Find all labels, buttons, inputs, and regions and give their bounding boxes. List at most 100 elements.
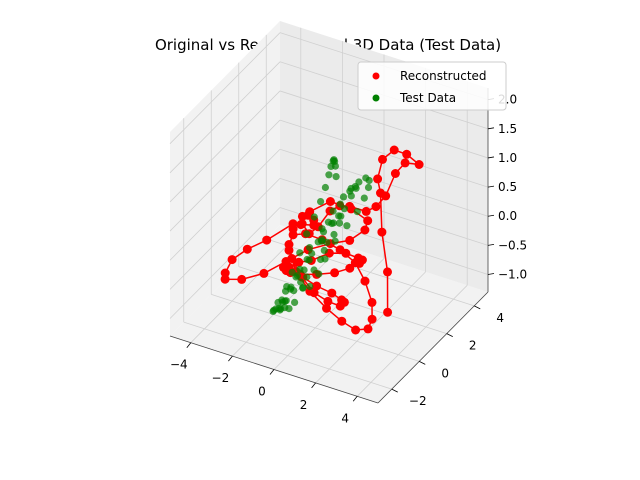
point-test-data: [310, 266, 318, 274]
point-test-data: [300, 266, 308, 274]
x-tick-mark: [311, 382, 316, 389]
z-tick-mark: [487, 127, 495, 130]
point-reconstructed: [363, 324, 373, 334]
grid-y-floor-1: [211, 293, 420, 362]
point-test-data: [319, 228, 328, 236]
point-reconstructed: [402, 149, 412, 159]
legend-marker-reconstructed: [372, 72, 380, 80]
point-reconstructed: [377, 227, 387, 237]
z-tick-label: −0.5: [498, 238, 527, 252]
grid-x-floor-0: [190, 231, 302, 343]
point-test-data: [321, 183, 329, 192]
point-test-data: [327, 162, 335, 170]
y-tick-mark: [446, 333, 453, 337]
point-reconstructed: [242, 244, 252, 254]
point-reconstructed: [284, 240, 294, 249]
point-test-data: [323, 238, 331, 246]
grid-z-left-2: [169, 148, 281, 261]
point-test-data: [325, 171, 333, 179]
plot-area: [220, 145, 424, 335]
point-test-data: [274, 298, 282, 307]
point-reconstructed: [355, 258, 364, 268]
point-reconstructed: [330, 268, 340, 278]
x-tick-label: 0: [258, 385, 266, 399]
grid-y-floor-0: [183, 321, 392, 390]
point-test-data: [308, 249, 316, 258]
point-reconstructed: [325, 197, 335, 206]
y-tick-label: 4: [496, 311, 504, 325]
grid-z-left-1: [169, 178, 281, 290]
point-reconstructed: [309, 220, 319, 230]
point-test-data: [353, 208, 361, 216]
point-test-data: [347, 184, 355, 193]
point-reconstructed: [220, 274, 230, 284]
point-reconstructed: [237, 274, 247, 284]
point-reconstructed: [288, 230, 298, 240]
point-test-data: [296, 249, 304, 257]
grid-z-left-5: [169, 61, 281, 174]
point-reconstructed: [371, 202, 381, 212]
point-reconstructed: [360, 225, 370, 235]
point-test-data: [285, 305, 293, 313]
y-tick-label: 0: [441, 366, 449, 380]
point-test-data: [303, 230, 311, 238]
legend-label-reconstructed: Reconstructed: [400, 69, 487, 83]
point-test-data: [306, 282, 314, 291]
z-tick-label: 0.0: [498, 209, 517, 223]
point-reconstructed: [259, 268, 269, 278]
point-test-data: [297, 278, 305, 286]
grid-z-left-0: [169, 207, 281, 319]
z-tick-mark: [487, 214, 495, 217]
grid-z-left-3: [169, 119, 281, 232]
x-tick-mark: [186, 342, 192, 348]
point-reconstructed: [312, 281, 322, 291]
point-test-data: [343, 222, 351, 230]
z-tick-label: 0.5: [498, 180, 517, 194]
x-tick-label: 2: [300, 398, 308, 412]
point-test-data: [292, 273, 300, 281]
point-reconstructed: [378, 154, 387, 164]
point-test-data: [330, 230, 338, 239]
point-test-data: [282, 297, 290, 305]
z-tick-mark: [487, 156, 495, 159]
point-test-data: [365, 176, 373, 185]
point-test-data: [282, 287, 290, 295]
point-test-data: [329, 207, 337, 215]
point-reconstructed: [337, 295, 347, 305]
y-tick-label: −2: [409, 394, 427, 408]
point-test-data: [287, 283, 295, 291]
legend-box: [357, 61, 507, 111]
z-tick-mark: [487, 273, 495, 275]
point-reconstructed: [367, 314, 377, 324]
x-tick-mark: [228, 355, 233, 362]
axis-y-line: [377, 291, 489, 404]
point-test-data: [360, 194, 368, 202]
point-test-data: [303, 273, 311, 281]
point-test-data: [328, 219, 336, 228]
point-reconstructed: [294, 257, 304, 267]
grid-z-back-2: [279, 148, 489, 217]
point-reconstructed: [361, 206, 371, 216]
z-tick-label: −1.0: [498, 268, 527, 282]
point-reconstructed: [360, 276, 370, 286]
point-reconstructed: [383, 307, 393, 317]
point-test-data: [310, 213, 318, 221]
point-reconstructed: [327, 288, 337, 298]
point-test-data: [331, 237, 339, 245]
point-test-data: [336, 200, 344, 208]
point-reconstructed: [296, 220, 306, 230]
z-tick-mark: [487, 185, 495, 188]
point-test-data: [320, 246, 328, 254]
point-reconstructed: [323, 296, 333, 306]
x-tick-mark: [269, 369, 275, 375]
grid-z-back-1: [279, 177, 489, 246]
point-test-data: [270, 306, 278, 314]
z-tick-label: 1.0: [498, 151, 517, 165]
point-test-data: [305, 256, 313, 264]
point-reconstructed: [414, 160, 424, 169]
point-test-data: [347, 192, 355, 200]
point-test-data: [332, 173, 340, 181]
y-tick-label: 2: [469, 339, 477, 353]
legend-marker-test-data: [372, 94, 380, 102]
